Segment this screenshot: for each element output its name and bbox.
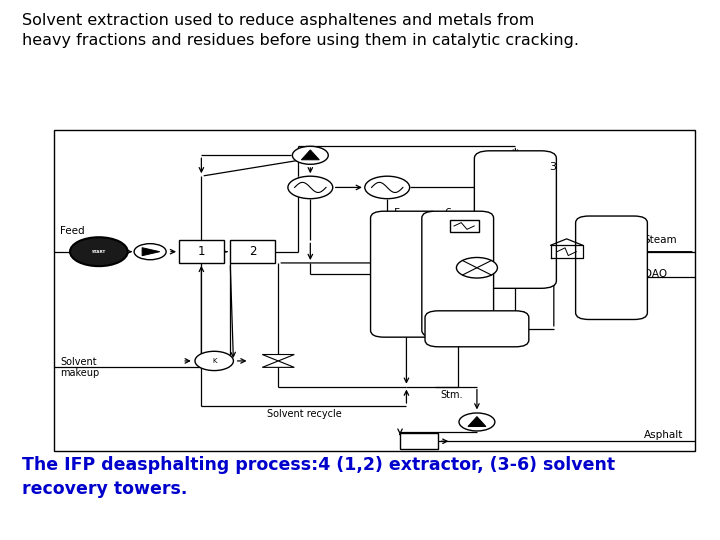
Polygon shape (262, 361, 294, 367)
FancyBboxPatch shape (371, 211, 442, 337)
Circle shape (292, 146, 328, 164)
Text: The IFP deasphalting process:4 (1,2) extractor, (3-6) solvent
recovery towers.: The IFP deasphalting process:4 (1,2) ext… (22, 456, 615, 498)
Circle shape (70, 237, 127, 266)
Text: Steam: Steam (644, 235, 678, 245)
Circle shape (459, 413, 495, 431)
Bar (450, 220, 479, 232)
Circle shape (288, 176, 333, 199)
Polygon shape (142, 248, 160, 256)
Circle shape (134, 244, 166, 260)
Bar (230, 240, 275, 263)
Text: Solvent
makeup: Solvent makeup (60, 356, 99, 378)
Text: Solvent extraction used to reduce asphaltenes and metals from
heavy fractions an: Solvent extraction used to reduce asphal… (22, 14, 579, 48)
Text: 4: 4 (637, 231, 644, 241)
Text: K: K (212, 358, 217, 364)
Circle shape (456, 258, 498, 278)
Text: Stm.: Stm. (440, 390, 462, 400)
Text: DAO: DAO (644, 269, 667, 279)
FancyBboxPatch shape (575, 216, 647, 320)
Text: 3: 3 (549, 162, 556, 172)
Polygon shape (262, 354, 294, 361)
Text: Solvent recycle: Solvent recycle (266, 409, 341, 419)
Polygon shape (468, 416, 486, 427)
Text: 5: 5 (393, 208, 400, 218)
Bar (54, 130, 695, 451)
Text: Feed: Feed (60, 226, 85, 235)
FancyBboxPatch shape (425, 311, 528, 347)
Text: 6: 6 (444, 208, 451, 218)
Polygon shape (302, 150, 319, 160)
FancyBboxPatch shape (422, 211, 494, 337)
Text: START: START (91, 249, 106, 254)
Text: 1: 1 (197, 245, 205, 258)
Circle shape (195, 352, 233, 370)
Bar (179, 240, 224, 263)
Circle shape (365, 176, 410, 199)
Text: 2: 2 (249, 245, 256, 258)
Bar (400, 433, 438, 449)
FancyBboxPatch shape (474, 151, 557, 288)
Text: Asphalt: Asphalt (644, 430, 683, 440)
